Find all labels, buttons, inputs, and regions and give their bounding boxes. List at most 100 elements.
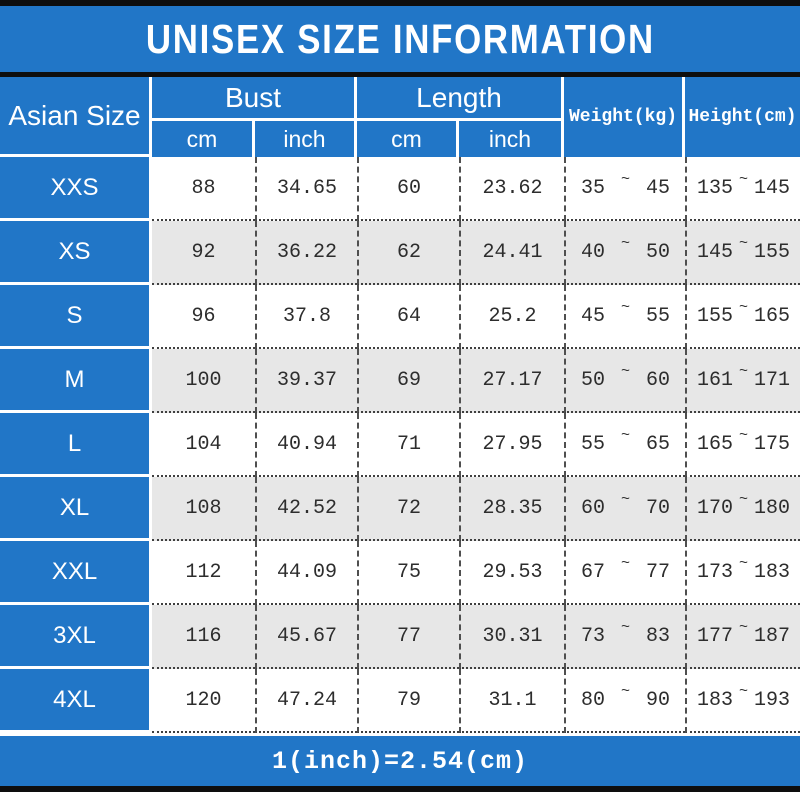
size-label: XL bbox=[0, 477, 152, 541]
weight-range: 67 ~ 77 bbox=[564, 541, 685, 605]
table-row-xxl: XXL 112 44.09 75 29.53 67 ~ 77 173 ~ 183 bbox=[0, 541, 800, 605]
height-range: 170 ~ 180 bbox=[685, 477, 800, 541]
bust-inch-value: 37.8 bbox=[255, 285, 357, 349]
length-cm-value: 71 bbox=[357, 413, 459, 477]
bust-inch-value: 40.94 bbox=[255, 413, 357, 477]
header-bust: Bust bbox=[152, 77, 357, 121]
height-range: 165 ~ 175 bbox=[685, 413, 800, 477]
height-min: 161 bbox=[697, 368, 734, 392]
height-range: 155 ~ 165 bbox=[685, 285, 800, 349]
weight-max: 70 bbox=[645, 496, 670, 520]
bust-inch-value: 39.37 bbox=[255, 349, 357, 413]
length-cm-value: 79 bbox=[357, 669, 459, 733]
weight-range: 45 ~ 55 bbox=[564, 285, 685, 349]
height-min: 145 bbox=[697, 240, 734, 264]
tilde-separator: ~ bbox=[738, 170, 748, 188]
table-row-xxs: XXS 88 34.65 60 23.62 35 ~ 45 135 ~ 145 bbox=[0, 157, 800, 221]
size-label: M bbox=[0, 349, 152, 413]
bust-cm-value: 92 bbox=[152, 221, 255, 285]
height-max: 187 bbox=[753, 624, 790, 648]
table-body: XXS 88 34.65 60 23.62 35 ~ 45 135 ~ 145 … bbox=[0, 157, 800, 733]
header-height: Height(cm) bbox=[685, 77, 800, 157]
table-row-xl: XL 108 42.52 72 28.35 60 ~ 70 170 ~ 180 bbox=[0, 477, 800, 541]
bust-cm-value: 96 bbox=[152, 285, 255, 349]
height-max: 155 bbox=[753, 240, 790, 264]
length-inch-value: 24.41 bbox=[459, 221, 564, 285]
weight-min: 35 bbox=[581, 176, 606, 200]
height-max: 175 bbox=[753, 432, 790, 456]
weight-max: 60 bbox=[645, 368, 670, 392]
height-max: 193 bbox=[753, 688, 790, 712]
height-max: 171 bbox=[753, 368, 790, 392]
length-cm-value: 75 bbox=[357, 541, 459, 605]
height-min: 165 bbox=[697, 432, 734, 456]
weight-min: 50 bbox=[581, 368, 606, 392]
header-length-inch: inch bbox=[459, 121, 564, 157]
weight-min: 45 bbox=[581, 304, 606, 328]
bust-inch-value: 44.09 bbox=[255, 541, 357, 605]
tilde-separator: ~ bbox=[738, 490, 748, 508]
weight-min: 55 bbox=[581, 432, 606, 456]
title-banner: UNISEX SIZE INFORMATION bbox=[0, 6, 800, 72]
size-label: L bbox=[0, 413, 152, 477]
weight-min: 80 bbox=[581, 688, 606, 712]
tilde-separator: ~ bbox=[620, 682, 630, 700]
bust-inch-value: 36.22 bbox=[255, 221, 357, 285]
tilde-separator: ~ bbox=[620, 618, 630, 636]
header-length-cm: cm bbox=[357, 121, 459, 157]
size-label: XXL bbox=[0, 541, 152, 605]
bust-inch-value: 34.65 bbox=[255, 157, 357, 221]
height-max: 145 bbox=[753, 176, 790, 200]
table-row-l: L 104 40.94 71 27.95 55 ~ 65 165 ~ 175 bbox=[0, 413, 800, 477]
weight-max: 50 bbox=[645, 240, 670, 264]
length-cm-value: 77 bbox=[357, 605, 459, 669]
header-weight: Weight(kg) bbox=[564, 77, 685, 157]
tilde-separator: ~ bbox=[738, 234, 748, 252]
tilde-separator: ~ bbox=[620, 490, 630, 508]
weight-min: 60 bbox=[581, 496, 606, 520]
size-label: 4XL bbox=[0, 669, 152, 733]
header-bust-inch: inch bbox=[255, 121, 357, 157]
weight-max: 77 bbox=[645, 560, 670, 584]
title-divider-bar bbox=[0, 72, 800, 77]
weight-max: 55 bbox=[645, 304, 670, 328]
weight-min: 40 bbox=[581, 240, 606, 264]
table-row-4xl: 4XL 120 47.24 79 31.1 80 ~ 90 183 ~ 193 bbox=[0, 669, 800, 733]
bust-cm-value: 88 bbox=[152, 157, 255, 221]
weight-range: 50 ~ 60 bbox=[564, 349, 685, 413]
header-length: Length bbox=[357, 77, 564, 121]
weight-max: 45 bbox=[645, 176, 670, 200]
bust-cm-value: 104 bbox=[152, 413, 255, 477]
table-header: Asian Size Bust Length Weight(kg) Height… bbox=[0, 77, 800, 157]
height-min: 170 bbox=[697, 496, 734, 520]
length-cm-value: 72 bbox=[357, 477, 459, 541]
height-max: 180 bbox=[753, 496, 790, 520]
tilde-separator: ~ bbox=[738, 298, 748, 316]
length-inch-value: 31.1 bbox=[459, 669, 564, 733]
length-inch-value: 30.31 bbox=[459, 605, 564, 669]
weight-min: 73 bbox=[581, 624, 606, 648]
length-inch-value: 27.95 bbox=[459, 413, 564, 477]
tilde-separator: ~ bbox=[620, 170, 630, 188]
conversion-note: 1(inch)=2.54(cm) bbox=[271, 746, 529, 776]
weight-max: 65 bbox=[645, 432, 670, 456]
weight-range: 35 ~ 45 bbox=[564, 157, 685, 221]
tilde-separator: ~ bbox=[620, 362, 630, 380]
length-cm-value: 69 bbox=[357, 349, 459, 413]
tilde-separator: ~ bbox=[620, 426, 630, 444]
top-border-bar bbox=[0, 0, 800, 6]
length-cm-value: 62 bbox=[357, 221, 459, 285]
tilde-separator: ~ bbox=[738, 362, 748, 380]
size-label: S bbox=[0, 285, 152, 349]
bust-inch-value: 47.24 bbox=[255, 669, 357, 733]
bust-cm-value: 116 bbox=[152, 605, 255, 669]
header-bust-cm: cm bbox=[152, 121, 255, 157]
length-inch-value: 25.2 bbox=[459, 285, 564, 349]
conversion-footer: 1(inch)=2.54(cm) bbox=[0, 736, 800, 786]
size-label: XXS bbox=[0, 157, 152, 221]
tilde-separator: ~ bbox=[620, 554, 630, 572]
length-inch-value: 29.53 bbox=[459, 541, 564, 605]
tilde-separator: ~ bbox=[738, 554, 748, 572]
height-min: 155 bbox=[697, 304, 734, 328]
